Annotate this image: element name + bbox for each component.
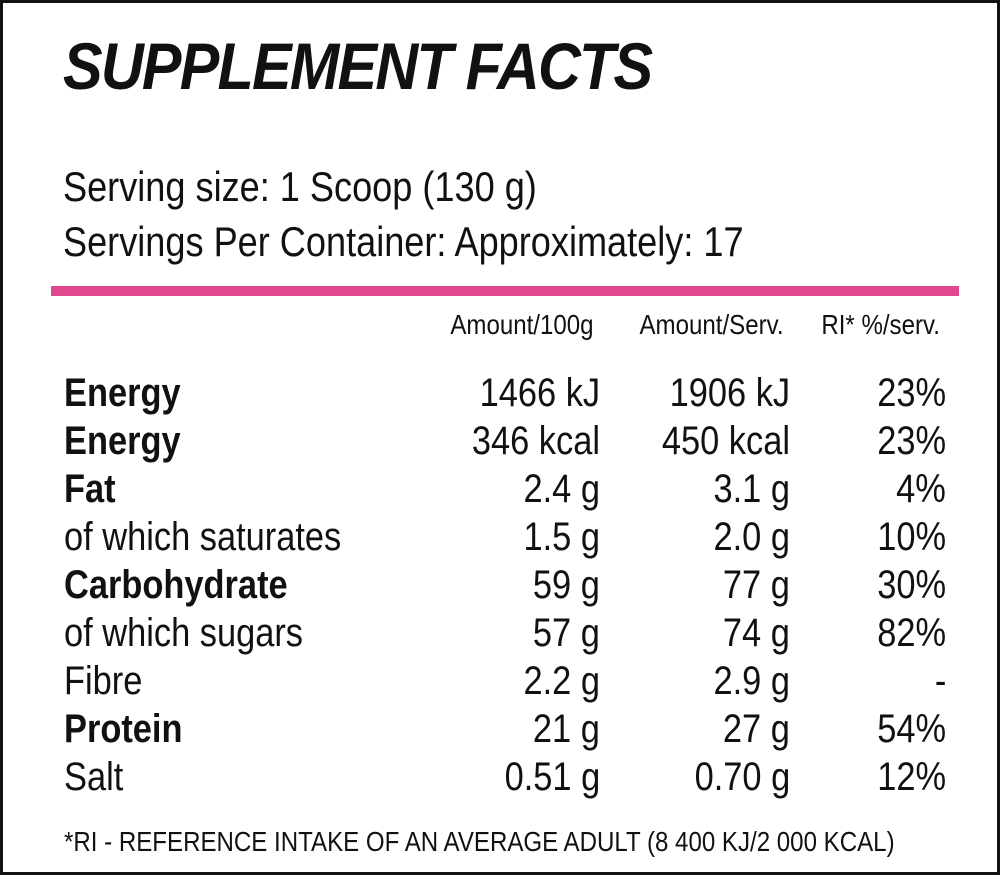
column-header-per-serving: Amount/Serv. [639,309,784,340]
ri-percent: 4% [896,467,946,511]
amount-per-serving: 2.0 g [713,515,790,559]
table-row: of which saturates 1.5 g 2.0 g 10% [3,517,1000,565]
nutrient-name: Fat [64,467,116,511]
amount-per-serving: 27 g [723,707,790,751]
amount-per-serving: 0.70 g [694,755,790,799]
amount-per-100g: 1.5 g [523,515,600,559]
nutrient-name: Energy [64,371,181,415]
serving-size: Serving size: 1 Scoop (130 g) [63,163,537,210]
amount-per-100g: 0.51 g [504,755,600,799]
ri-percent: 23% [877,419,946,463]
accent-divider [51,286,959,296]
nutrient-name: Carbohydrate [64,563,288,607]
amount-per-100g: 59 g [533,563,600,607]
nutrient-name: Energy [64,419,181,463]
nutrient-name: Fibre [64,659,143,703]
ri-percent: 30% [877,563,946,607]
nutrient-name: Protein [64,707,183,751]
nutrient-name: Salt [64,755,124,799]
table-row: Fat 2.4 g 3.1 g 4% [3,469,1000,517]
amount-per-100g: 2.4 g [523,467,600,511]
nutrient-name: of which sugars [64,611,304,655]
table-row: Carbohydrate 59 g 77 g 30% [3,565,1000,613]
amount-per-serving: 450 kcal [661,419,790,463]
nutrient-name: of which saturates [64,515,342,559]
table-row: Protein 21 g 27 g 54% [3,709,1000,757]
table-row: Energy 346 kcal 450 kcal 23% [3,421,1000,469]
column-header-ri: RI* %/serv. [821,309,940,340]
amount-per-serving: 2.9 g [713,659,790,703]
footnote: *RI - REFERENCE INTAKE OF AN AVERAGE ADU… [64,826,895,857]
amount-per-100g: 21 g [533,707,600,751]
amount-per-100g: 2.2 g [523,659,600,703]
ri-percent: 12% [877,755,946,799]
table-row: of which sugars 57 g 74 g 82% [3,613,1000,661]
amount-per-serving: 3.1 g [713,467,790,511]
amount-per-100g: 1466 kJ [479,371,600,415]
ri-percent: - [934,659,946,703]
servings-per-container: Servings Per Container: Approximately: 1… [63,218,744,265]
amount-per-100g: 57 g [533,611,600,655]
table-row: Salt 0.51 g 0.70 g 12% [3,757,1000,805]
ri-percent: 54% [877,707,946,751]
column-header-per-100g: Amount/100g [450,309,594,340]
ri-percent: 23% [877,371,946,415]
table-row: Energy 1466 kJ 1906 kJ 23% [3,373,1000,421]
amount-per-serving: 74 g [723,611,790,655]
amount-per-100g: 346 kcal [471,419,600,463]
amount-per-serving: 1906 kJ [669,371,790,415]
page-title: SUPPLEMENT FACTS [63,29,653,103]
table-row: Fibre 2.2 g 2.9 g - [3,661,1000,709]
ri-percent: 10% [877,515,946,559]
ri-percent: 82% [877,611,946,655]
amount-per-serving: 77 g [723,563,790,607]
